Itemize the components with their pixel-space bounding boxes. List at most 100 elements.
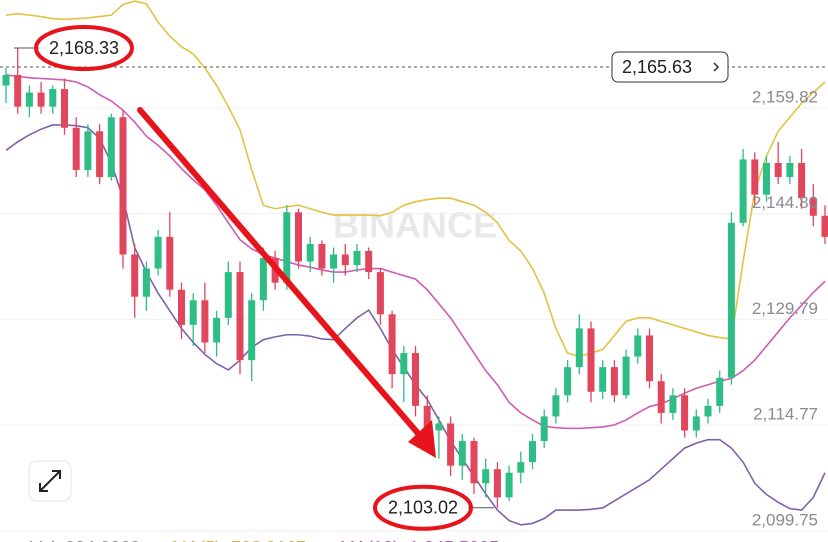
candle-body bbox=[739, 159, 747, 223]
candle-body bbox=[49, 89, 57, 107]
candle-body bbox=[388, 314, 396, 375]
candle-body bbox=[25, 92, 33, 107]
candle-body bbox=[657, 381, 665, 413]
candle-body bbox=[248, 300, 256, 361]
candle-body bbox=[681, 395, 689, 431]
candle-body bbox=[716, 377, 724, 406]
candle-body bbox=[107, 117, 115, 178]
candle-body bbox=[61, 89, 68, 128]
candle-body bbox=[435, 423, 443, 431]
candle-body bbox=[529, 441, 536, 463]
candle-body bbox=[505, 472, 513, 498]
expand-button[interactable] bbox=[28, 460, 72, 502]
candle-body bbox=[353, 250, 361, 266]
candle-body bbox=[189, 300, 197, 325]
candle-body bbox=[283, 212, 291, 283]
candle-body bbox=[622, 356, 630, 396]
candle-body bbox=[2, 74, 10, 86]
band-line bbox=[5, 124, 826, 526]
annotation-circle bbox=[34, 25, 134, 72]
candle-body bbox=[376, 272, 384, 315]
candle-body bbox=[84, 131, 92, 171]
candle-body bbox=[318, 243, 326, 269]
band-line bbox=[5, 0, 826, 358]
candle-body bbox=[669, 395, 677, 413]
candle-body bbox=[131, 254, 139, 297]
current-price-label: 2,165.63 bbox=[622, 57, 692, 77]
footer-indicator: Vol: 294.0063 bbox=[30, 538, 140, 542]
candle-body bbox=[119, 117, 127, 255]
candle-body bbox=[692, 416, 700, 431]
candle-body bbox=[236, 272, 244, 361]
candle-body bbox=[96, 131, 104, 178]
candle-body bbox=[540, 416, 548, 442]
candle-body bbox=[727, 222, 735, 378]
band-line bbox=[5, 74, 826, 430]
candle-body bbox=[400, 353, 408, 375]
candle-body bbox=[365, 250, 373, 273]
candle-body bbox=[213, 317, 221, 343]
labels: 2,159.82 2,144.80 2,129.79 2,114.77 2,099.75… bbox=[0, 25, 828, 531]
candle-body bbox=[259, 258, 267, 301]
candles bbox=[2, 48, 828, 508]
candle-body bbox=[821, 215, 828, 237]
candle-body bbox=[470, 441, 478, 484]
y-tick-label: 2,129.79 bbox=[752, 299, 818, 318]
annotation-circle bbox=[373, 484, 473, 531]
candle-body bbox=[178, 289, 185, 325]
candle-body bbox=[587, 328, 595, 392]
candle-body bbox=[809, 198, 817, 216]
candle-body bbox=[774, 162, 782, 178]
watermark: BINANCE bbox=[333, 205, 497, 246]
arrow-head bbox=[408, 420, 436, 458]
candle-body bbox=[341, 254, 349, 266]
footer-indicator: MA(10): 1,345.5905 bbox=[340, 538, 499, 542]
candle-body bbox=[295, 212, 302, 262]
candle-body bbox=[412, 353, 419, 406]
candle-body bbox=[763, 162, 770, 195]
candle-body bbox=[704, 405, 712, 417]
expand-icon bbox=[39, 470, 61, 492]
candle-body bbox=[646, 335, 653, 382]
footer-indicator: MA(5): 723.9167 bbox=[172, 538, 306, 542]
y-tick-label: 2,159.82 bbox=[752, 87, 818, 106]
candle-body bbox=[72, 127, 80, 171]
candle-body bbox=[493, 469, 501, 498]
candle-body bbox=[751, 159, 759, 195]
current-price-tag bbox=[611, 51, 729, 83]
candle-body bbox=[458, 441, 466, 466]
candle-body bbox=[482, 469, 490, 484]
candle-body bbox=[330, 254, 338, 269]
trend-arrow bbox=[137, 107, 436, 458]
candle-body bbox=[166, 236, 174, 290]
annotation-label: 2,168.33 bbox=[49, 38, 119, 58]
annotation-box bbox=[40, 35, 128, 62]
candle-body bbox=[610, 367, 618, 396]
candle-body bbox=[517, 462, 525, 473]
candle-body bbox=[552, 395, 560, 417]
chevron bbox=[713, 62, 720, 72]
arrow-shaft bbox=[137, 107, 425, 441]
y-tick-label: 2,144.80 bbox=[752, 193, 818, 212]
candle-body bbox=[142, 268, 150, 297]
candle-body bbox=[798, 162, 806, 199]
grid bbox=[0, 107, 828, 532]
candle-body bbox=[423, 405, 431, 431]
candle-body bbox=[634, 335, 642, 357]
annotation-label: 2,103.02 bbox=[388, 498, 458, 518]
candle-body bbox=[201, 300, 209, 343]
y-tick-label: 2,114.77 bbox=[753, 405, 818, 424]
candle-body bbox=[306, 243, 314, 262]
candle-body bbox=[786, 162, 794, 178]
candle-body bbox=[14, 74, 22, 107]
candle-body bbox=[599, 367, 607, 392]
candle-body bbox=[224, 272, 232, 318]
y-tick-label: 2,099.75 bbox=[752, 510, 818, 529]
candle-body bbox=[575, 328, 583, 368]
candle-body bbox=[564, 367, 572, 396]
annotation-box bbox=[379, 494, 467, 521]
candle-body bbox=[447, 423, 455, 466]
candle-body bbox=[154, 236, 162, 269]
